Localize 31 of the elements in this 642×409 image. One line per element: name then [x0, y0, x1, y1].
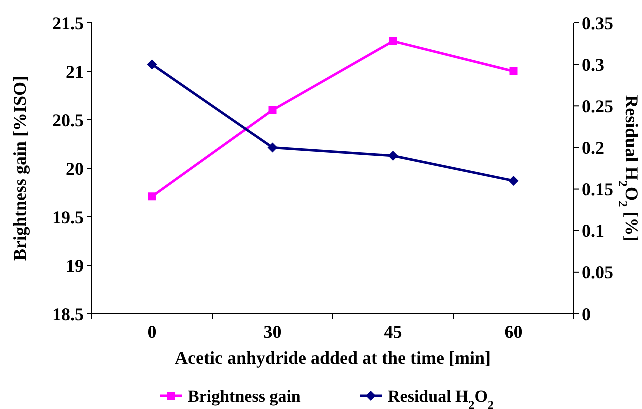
x-tick-label: 45 [384, 322, 402, 342]
point [148, 192, 156, 201]
y2-tick-label: 0.25 [582, 96, 614, 116]
point [268, 106, 277, 114]
y2-tick-label: 0.3 [582, 54, 604, 75]
y2-tick-label: 0.15 [582, 180, 614, 200]
y-tick-label: 19.5 [52, 207, 84, 228]
point [147, 60, 158, 70]
point [268, 142, 278, 153]
y-tick-label: 21.5 [52, 13, 84, 34]
y-axis-title: Brightness gain [%ISO] [10, 76, 30, 262]
x-tick-label: 0 [148, 322, 157, 342]
x-tick-label: 60 [504, 322, 523, 342]
x-tick-label: 30 [264, 322, 282, 342]
y-tick-label: 20 [66, 158, 84, 179]
y2-tick-label: 0.1 [582, 221, 604, 242]
x-axis-title: Acetic anhydride added at the time [min] [175, 348, 491, 368]
y-tick-label: 19 [66, 256, 84, 276]
legend-label: Residual H$_{2}$O$_{2}$ [388, 386, 494, 409]
point [389, 37, 398, 46]
point [508, 176, 519, 186]
y2-tick-label: 0.35 [582, 13, 614, 34]
point [510, 68, 518, 76]
y2-tick-label: 0 [582, 304, 591, 324]
y-tick-label: 18.5 [52, 304, 84, 324]
y-tick-label: 21 [66, 62, 84, 82]
legend-label: Brightness gain [188, 386, 302, 406]
point [388, 151, 398, 162]
y-tick-label: 20.5 [52, 110, 84, 130]
y2-tick-label: 0.05 [582, 262, 614, 283]
y2-tick-label: 0.2 [582, 138, 604, 158]
